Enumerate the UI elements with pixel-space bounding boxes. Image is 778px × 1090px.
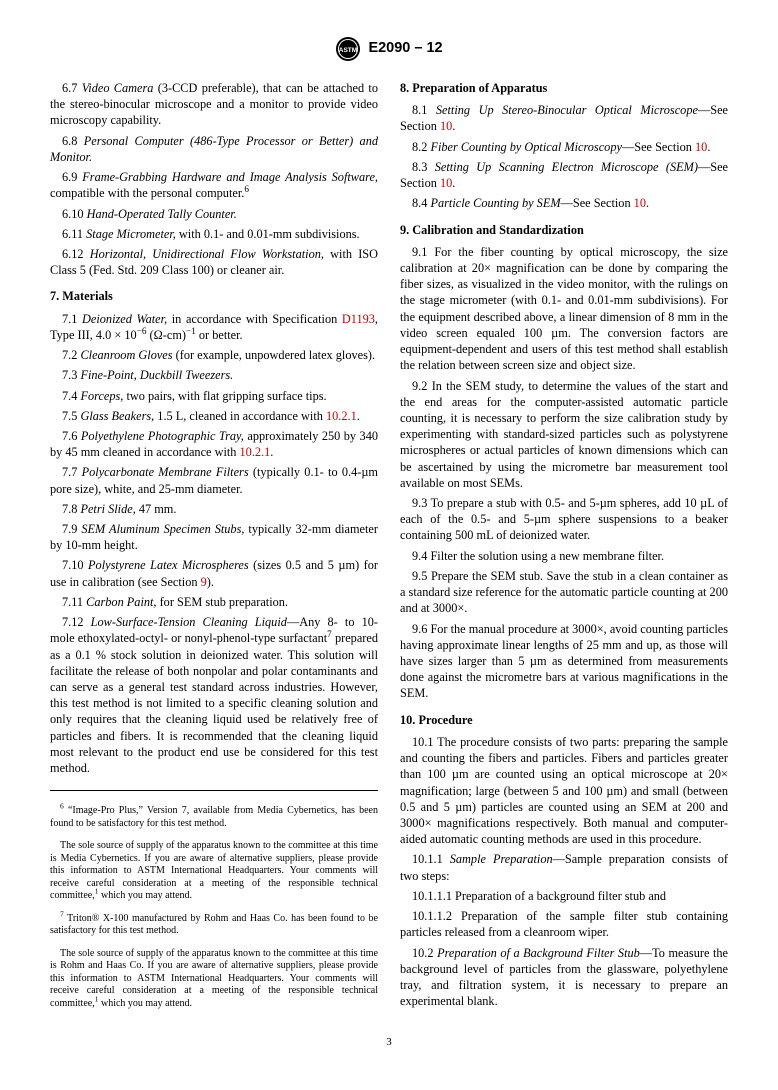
section-10-heading: 10. Procedure (400, 712, 728, 728)
para-6-12: 6.12 Horizontal, Unidirectional Flow Wor… (50, 246, 378, 278)
para-7-5: 7.5 Glass Beakers, 1.5 L, cleaned in acc… (50, 408, 378, 424)
para-9-5: 9.5 Prepare the SEM stub. Save the stub … (400, 568, 728, 617)
para-10-1: 10.1 The procedure consists of two parts… (400, 734, 728, 848)
page-number: 3 (50, 1035, 728, 1050)
para-8-3: 8.3 Setting Up Scanning Electron Microsc… (400, 159, 728, 191)
footnote-6a: 6 “Image-Pro Plus,” Version 7, available… (50, 805, 378, 830)
para-7-6: 7.6 Polyethylene Photographic Tray, appr… (50, 428, 378, 460)
footnotes-block: 6 “Image-Pro Plus,” Version 7, available… (50, 790, 378, 1010)
content-columns: 6.7 Video Camera (3-CCD preferable), tha… (50, 80, 728, 1013)
para-10-1-1-1: 10.1.1.1 Preparation of a background fil… (400, 888, 728, 904)
footnote-6b: The sole source of supply of the apparat… (50, 840, 378, 903)
para-7-11: 7.11 Carbon Paint, for SEM stub preparat… (50, 594, 378, 610)
para-8-4: 8.4 Particle Counting by SEM—See Section… (400, 195, 728, 211)
para-8-2: 8.2 Fiber Counting by Optical Microscopy… (400, 139, 728, 155)
para-10-1-1-2: 10.1.1.2 Preparation of the sample filte… (400, 908, 728, 940)
svg-text:ASTM: ASTM (339, 47, 357, 54)
para-9-4: 9.4 Filter the solution using a new memb… (400, 548, 728, 564)
para-7-12: 7.12 Low-Surface-Tension Cleaning Liquid… (50, 614, 378, 776)
para-7-7: 7.7 Polycarbonate Membrane Filters (typi… (50, 464, 378, 496)
para-6-9: 6.9 Frame-Grabbing Hardware and Image An… (50, 169, 378, 201)
para-9-1: 9.1 For the fiber counting by optical mi… (400, 244, 728, 374)
para-7-9: 7.9 SEM Aluminum Specimen Stubs, typical… (50, 521, 378, 553)
page-header: ASTM E2090 – 12 (50, 36, 728, 62)
para-9-2: 9.2 In the SEM study, to determine the v… (400, 378, 728, 492)
footnote-7a: 7 Triton® X-100 manufactured by Rohm and… (50, 913, 378, 938)
para-7-2: 7.2 Cleanroom Gloves (for example, unpow… (50, 347, 378, 363)
para-6-10: 6.10 Hand-Operated Tally Counter. (50, 206, 378, 222)
para-7-1: 7.1 Deionized Water, in accordance with … (50, 311, 378, 343)
para-8-1: 8.1 Setting Up Stereo-Binocular Optical … (400, 102, 728, 134)
para-6-7: 6.7 Video Camera (3-CCD preferable), tha… (50, 80, 378, 129)
para-10-2: 10.2 Preparation of a Background Filter … (400, 945, 728, 1010)
section-9-heading: 9. Calibration and Standardization (400, 222, 728, 238)
footnote-7b: The sole source of supply of the apparat… (50, 948, 378, 1011)
para-6-11: 6.11 Stage Micrometer, with 0.1- and 0.0… (50, 226, 378, 242)
para-7-8: 7.8 Petri Slide, 47 mm. (50, 501, 378, 517)
para-9-3: 9.3 To prepare a stub with 0.5- and 5-µm… (400, 495, 728, 544)
para-6-8: 6.8 Personal Computer (486-Type Processo… (50, 133, 378, 165)
section-7-heading: 7. Materials (50, 288, 378, 304)
astm-logo-icon: ASTM (335, 36, 361, 62)
para-7-10: 7.10 Polystyrene Latex Microspheres (siz… (50, 557, 378, 589)
para-10-1-1: 10.1.1 Sample Preparation—Sample prepara… (400, 851, 728, 883)
section-8-heading: 8. Preparation of Apparatus (400, 80, 728, 96)
designation-title: E2090 – 12 (368, 39, 442, 58)
para-7-3: 7.3 Fine-Point, Duckbill Tweezers. (50, 367, 378, 383)
para-9-6: 9.6 For the manual procedure at 3000×, a… (400, 621, 728, 702)
para-7-4: 7.4 Forceps, two pairs, with flat grippi… (50, 388, 378, 404)
